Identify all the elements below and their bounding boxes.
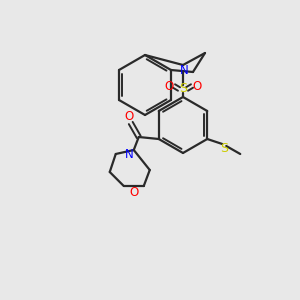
Text: S: S	[179, 82, 187, 95]
Text: O: O	[164, 80, 174, 92]
Text: N: N	[180, 64, 188, 76]
Text: O: O	[129, 187, 138, 200]
Text: O: O	[192, 80, 202, 92]
Text: O: O	[124, 110, 134, 122]
Text: S: S	[220, 142, 228, 154]
Text: N: N	[124, 148, 133, 160]
